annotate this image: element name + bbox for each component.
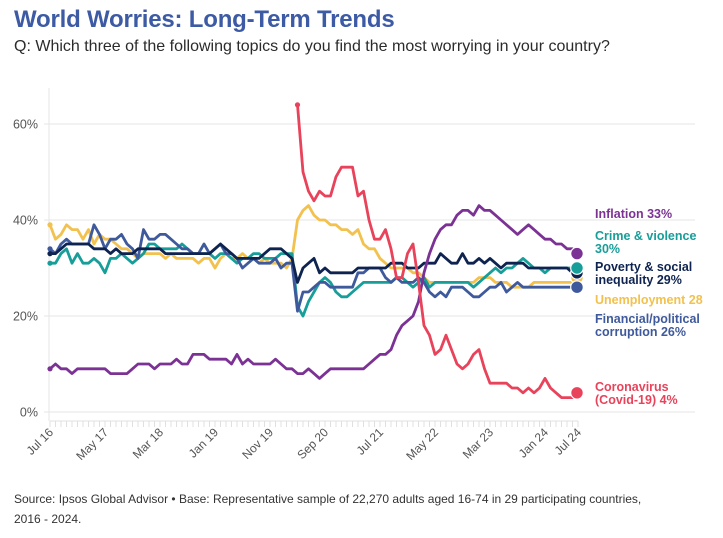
series-line-financial-political-corruption: [48, 223, 580, 313]
x-tick-label: Nov 19: [239, 425, 276, 462]
series-start-point-unemployment: [47, 222, 53, 228]
legend-label-line: Crime & violence: [595, 229, 697, 243]
legend-label-coronavirus: Coronavirus (Covid-19) 4%: [595, 381, 678, 407]
x-tick-label: Jan 24: [516, 425, 552, 461]
legend-label-unemployment: Unemployment 28: [595, 294, 703, 307]
x-tick-label: Mar 23: [460, 425, 497, 462]
series-end-point-financial-political-corruption: [570, 280, 584, 295]
x-tick-label: Sep 20: [294, 425, 331, 462]
series-lines: [48, 103, 580, 399]
chart-title: World Worries: Long-Term Trends: [14, 6, 395, 33]
legend-label-line: 30%: [595, 242, 621, 256]
legend-label-line: Unemployment 28: [595, 293, 703, 307]
chart-subtitle: Q: Which three of the following topics d…: [14, 38, 610, 55]
legend-label-line: (Covid-19) 4%: [595, 393, 678, 407]
x-tick-label: May 17: [73, 425, 111, 463]
y-tick-label: 60%: [13, 118, 38, 132]
series-markers: [47, 102, 584, 400]
y-tick-label: 0%: [20, 406, 38, 420]
x-tick-label: Jul 21: [354, 425, 387, 458]
source-line-1: Source: Ipsos Global Advisor • Base: Rep…: [14, 492, 642, 506]
series-start-point-coronavirus-covid-19: [294, 102, 301, 108]
x-tick-label: Mar 18: [130, 425, 167, 462]
series-start-point-financial-political-corruption: [47, 246, 53, 252]
series-end-point-coronavirus-covid-19: [570, 385, 584, 400]
legend-label-line: Inflation 33%: [595, 207, 673, 221]
x-tick-label: May 22: [403, 425, 441, 463]
series-line-poverty-social-inequality: [48, 242, 580, 284]
series-start-point-inflation: [47, 366, 53, 372]
series-line-coronavirus-covid-19: [296, 103, 580, 399]
y-tick-label: 20%: [13, 310, 38, 324]
legend-label-line: Coronavirus: [595, 380, 669, 394]
legend-label-crime-violence: Crime & violence 30%: [595, 230, 696, 256]
series-start-point-poverty-social-inequality: [47, 251, 53, 257]
x-tick-label: Jul 16: [24, 425, 57, 458]
gridlines: [44, 123, 695, 413]
legend-label-line: Financial/political: [595, 312, 700, 326]
source-line-2: 2016 - 2024.: [14, 512, 82, 526]
legend-label-line: inequality 29%: [595, 273, 682, 287]
legend-label-poverty-inequality: Poverty & social inequality 29%: [595, 261, 692, 287]
legend-label-inflation: Inflation 33%: [595, 208, 672, 221]
legend-label-corruption: Financial/political corruption 26%: [595, 313, 700, 339]
x-tick-label: Jul 24: [552, 425, 585, 458]
legend-label-line: Poverty & social: [595, 260, 693, 274]
series-end-point-crime-violence: [570, 261, 584, 275]
x-tick-label: Jan 19: [186, 425, 222, 461]
source-note: Source: Ipsos Global Advisor • Base: Rep…: [14, 489, 641, 529]
legend-label-line: corruption 26%: [595, 325, 686, 339]
series-end-point-inflation: [570, 246, 584, 261]
series-line-inflation: [48, 204, 580, 380]
y-tick-label: 40%: [13, 214, 38, 228]
series-start-point-crime-violence: [47, 260, 53, 266]
